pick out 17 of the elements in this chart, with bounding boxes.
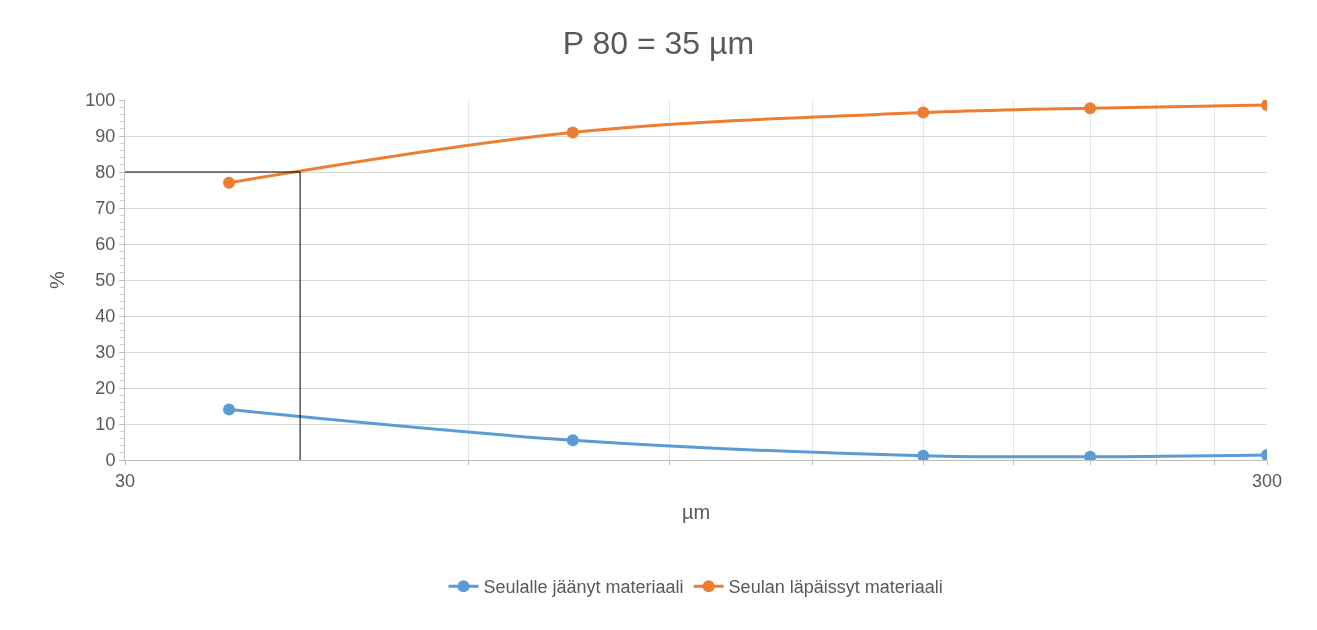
y-tick-label: 100	[85, 90, 116, 111]
y-tick-label: 70	[95, 198, 116, 219]
legend-label: Seulalle jäänyt materiaali	[483, 577, 684, 598]
y-tick-label: 10	[95, 414, 116, 435]
y-tick-label: 20	[95, 378, 116, 399]
y-tick-label: 0	[105, 450, 116, 471]
chart-title: P 80 = 35 µm	[562, 24, 755, 61]
legend-label: Seulan läpäissyt materiaali	[728, 577, 943, 598]
y-tick-label: 60	[95, 234, 116, 255]
y-tick-label: 90	[95, 126, 116, 147]
y-axis-title: %	[45, 270, 68, 289]
y-tick-label: 40	[95, 306, 116, 327]
x-tick-label: 300	[1251, 470, 1283, 491]
x-axis-title: µm	[681, 501, 711, 524]
y-tick-label: 30	[95, 342, 116, 363]
y-tick-label: 80	[95, 162, 116, 183]
y-tick-label: 50	[95, 270, 116, 291]
